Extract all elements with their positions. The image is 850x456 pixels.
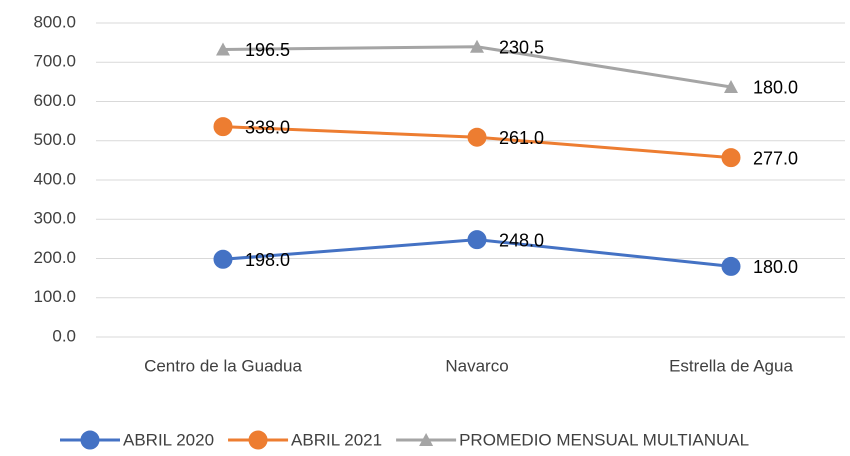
- y-tick-label: 400.0: [33, 169, 76, 188]
- y-tick-label: 100.0: [33, 287, 76, 306]
- y-tick-label: 0.0: [52, 326, 76, 345]
- data-point: [724, 79, 738, 93]
- legend-marker: [80, 430, 100, 450]
- data-point: [216, 42, 230, 56]
- data-label: 277.0: [753, 148, 798, 168]
- data-point: [721, 148, 741, 168]
- data-label: 261.0: [499, 128, 544, 148]
- data-label: 338.0: [245, 117, 290, 137]
- y-tick-label: 600.0: [33, 91, 76, 110]
- data-point: [467, 230, 487, 250]
- x-tick-label: Estrella de Agua: [669, 356, 793, 375]
- data-label: 196.5: [245, 40, 290, 60]
- x-tick-label: Centro de la Guadua: [144, 356, 302, 375]
- legend-marker: [248, 430, 268, 450]
- data-label: 230.5: [499, 37, 544, 57]
- data-point: [721, 256, 741, 276]
- legend-label: PROMEDIO MENSUAL MULTIANUAL: [459, 430, 749, 449]
- data-label: 180.0: [753, 257, 798, 277]
- y-tick-label: 300.0: [33, 209, 76, 228]
- y-tick-label: 700.0: [33, 52, 76, 71]
- legend-marker: [419, 433, 434, 446]
- data-label: 180.0: [753, 78, 798, 98]
- data-point: [213, 249, 233, 269]
- data-point: [467, 127, 487, 147]
- data-label: 198.0: [245, 250, 290, 270]
- series-line: [222, 45, 732, 89]
- y-tick-label: 500.0: [33, 130, 76, 149]
- y-tick-label: 800.0: [33, 12, 76, 31]
- data-point: [213, 117, 233, 137]
- y-tick-label: 200.0: [33, 248, 76, 267]
- legend-label: ABRIL 2021: [291, 430, 382, 449]
- x-tick-label: Navarco: [445, 356, 508, 375]
- data-point: [470, 39, 484, 53]
- legend-label: ABRIL 2020: [123, 430, 214, 449]
- data-label: 248.0: [499, 230, 544, 250]
